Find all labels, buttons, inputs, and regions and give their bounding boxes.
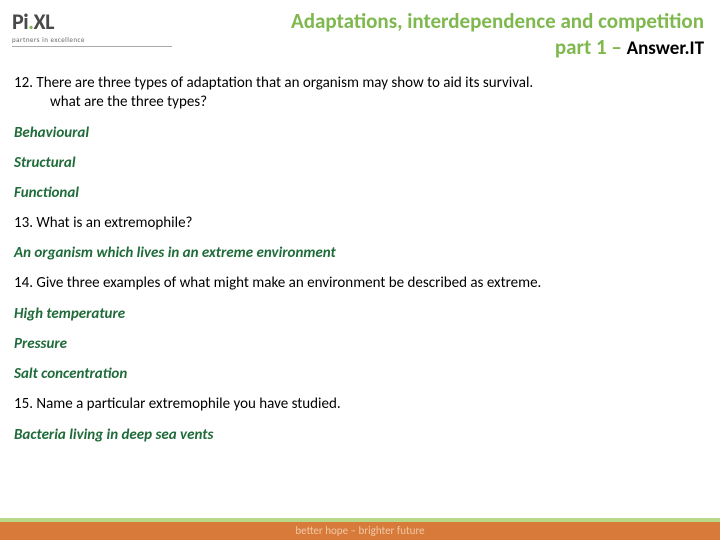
logo-text: Pi.XL <box>12 8 110 35</box>
question-15: 15. Name a particular extremophile you h… <box>14 395 706 414</box>
title-line2: part 1 – Answer.IT <box>110 34 704 60</box>
header: Pi.XL partners in excellence Adaptations… <box>0 0 720 64</box>
answer-item: Structural <box>14 154 706 172</box>
logo-post: XL <box>34 8 54 35</box>
question-text: 12. There are three types of adaptation … <box>14 74 533 92</box>
answer-item: Pressure <box>14 335 706 353</box>
question-13: 13. What is an extremophile? <box>14 214 706 233</box>
answer-item: An organism which lives in an extreme en… <box>14 244 706 262</box>
answer-item: Functional <box>14 184 706 202</box>
content: 12. There are three types of adaptation … <box>0 64 720 444</box>
title-line1: Adaptations, interdependence and competi… <box>110 8 704 34</box>
logo-pre: Pi <box>12 8 28 35</box>
answer-item: Salt concentration <box>14 365 706 383</box>
title-answer: Answer.IT <box>627 37 704 60</box>
logo-tagline: partners in excellence <box>12 35 110 44</box>
question-text-cont: what are the three types? <box>14 93 207 111</box>
logo: Pi.XL partners in excellence <box>12 8 110 47</box>
question-12: 12. There are three types of adaptation … <box>14 74 706 112</box>
answer-item: High temperature <box>14 305 706 323</box>
footer: better hope – brighter future <box>0 518 720 540</box>
page-title: Adaptations, interdependence and competi… <box>110 8 708 60</box>
answer-item: Bacteria living in deep sea vents <box>14 426 706 444</box>
title-part: part 1 – <box>555 34 627 60</box>
answer-item: Behavioural <box>14 124 706 142</box>
question-14: 14. Give three examples of what might ma… <box>14 274 706 293</box>
